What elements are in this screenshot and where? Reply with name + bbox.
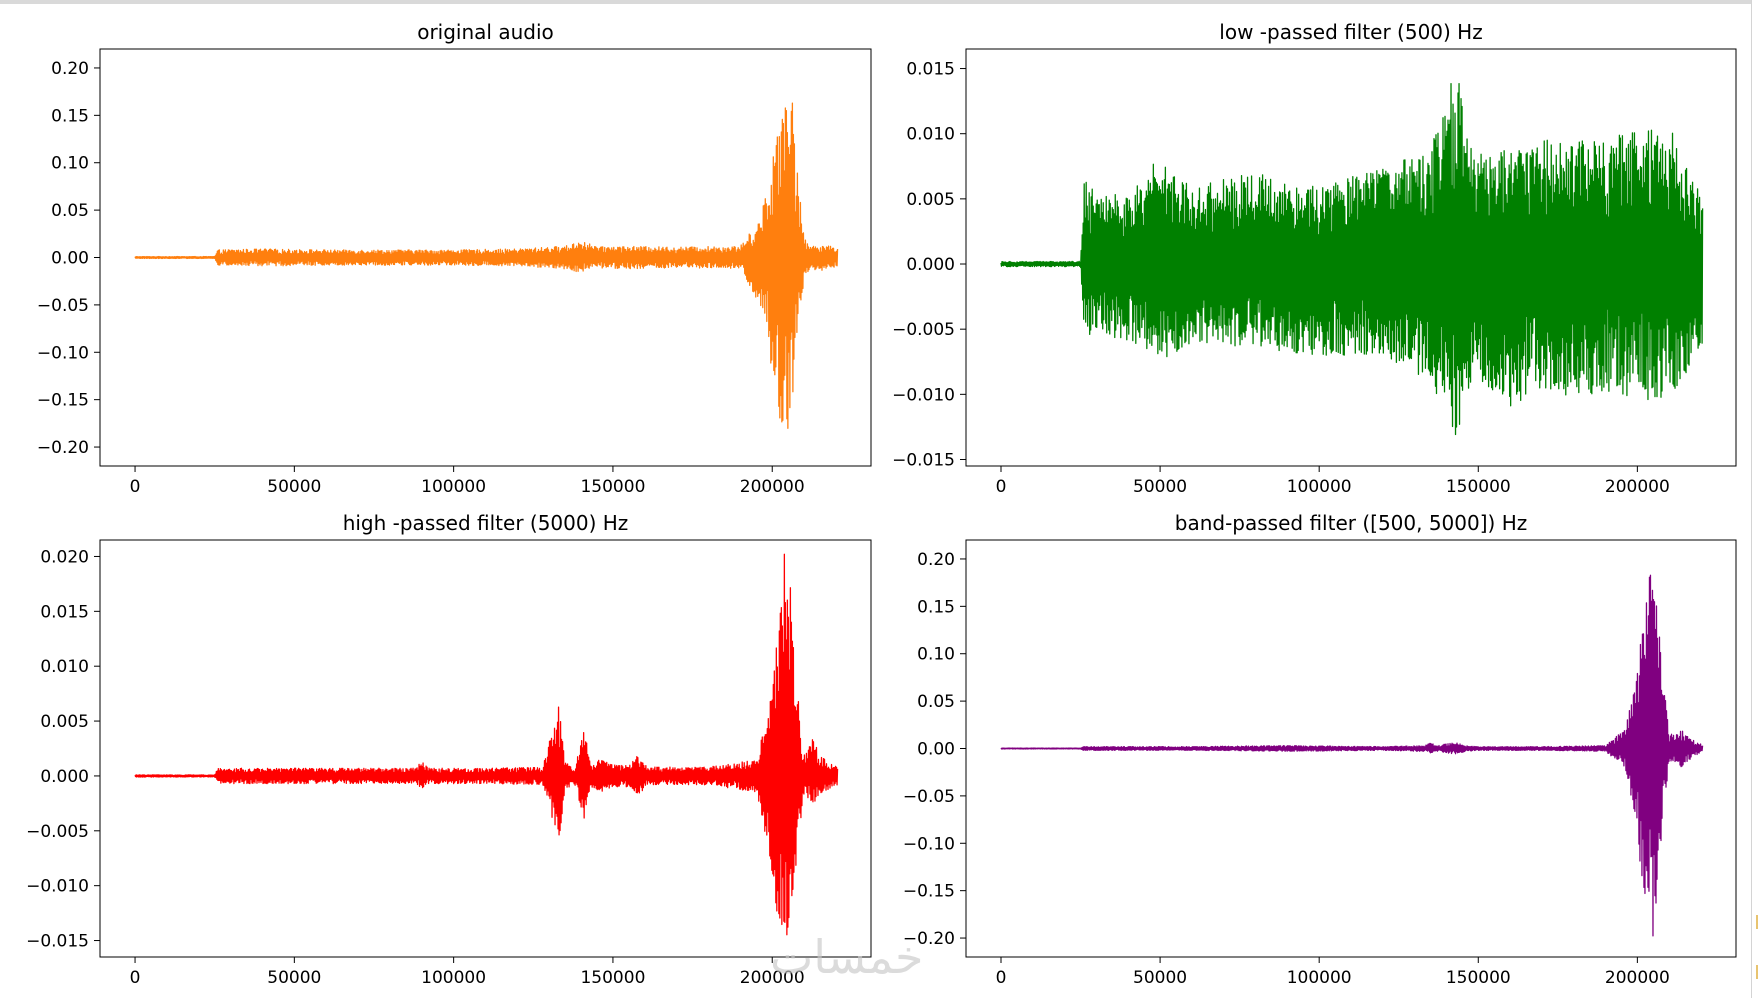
waveform-line: [134, 553, 839, 936]
chart-title: original audio: [417, 20, 554, 44]
x-tick-label: 150000: [580, 477, 645, 497]
x-tick-label: 200000: [740, 968, 805, 988]
x-tick-label: 100000: [421, 477, 486, 497]
y-tick-label: −0.20: [37, 438, 89, 458]
subplot-3: high -passed filter (5000) Hz 0 50000 10000…: [26, 511, 872, 988]
y-tick-label: −0.005: [892, 320, 955, 340]
x-tick-label: 0: [130, 968, 141, 988]
chart-title: high -passed filter (5000) Hz: [343, 511, 629, 535]
x-tick-label: 200000: [1605, 477, 1670, 497]
top-border: [0, 0, 1763, 4]
y-tick-label: 0.005: [906, 190, 955, 210]
y-tick-label: 0.005: [40, 712, 89, 732]
waveform-line: [1000, 574, 1704, 937]
x-tick-label: 150000: [580, 968, 645, 988]
y-tick-label: 0.10: [51, 154, 89, 174]
y-tick-label: −0.010: [26, 877, 89, 897]
edge-marker: [1756, 915, 1758, 929]
y-tick-label: 0.015: [40, 602, 89, 622]
y-tick-label: −0.015: [26, 932, 89, 952]
edge-marker: [1756, 965, 1758, 979]
y-tick-label: −0.015: [892, 450, 955, 470]
y-tick-label: −0.15: [903, 882, 955, 902]
chart-title: band-passed filter ([500, 5000]) Hz: [1175, 511, 1527, 535]
y-tick-label: −0.05: [37, 296, 89, 316]
y-tick-label: 0.15: [51, 106, 89, 126]
y-tick-label: 0.20: [917, 550, 955, 570]
y-tick-label: −0.005: [26, 822, 89, 842]
y-tick-label: 0.00: [51, 249, 89, 269]
y-tick-label: −0.10: [903, 834, 955, 854]
y-tick-label: −0.010: [892, 385, 955, 405]
x-tick-label: 0: [996, 968, 1007, 988]
x-tick-label: 0: [130, 477, 141, 497]
x-tick-label: 0: [996, 477, 1007, 497]
axes-frame: [99, 539, 872, 958]
waveform-line: [1000, 82, 1704, 436]
y-tick-label: 0.20: [51, 59, 89, 79]
axes-frame: [965, 48, 1737, 467]
y-tick-label: −0.15: [37, 391, 89, 411]
watermark-logo: خمسات: [770, 930, 924, 984]
x-tick-label: 150000: [1446, 968, 1511, 988]
x-tick-label: 50000: [267, 968, 321, 988]
subplot-2: low -passed filter (500) Hz 0 50000 100000 1…: [892, 20, 1737, 497]
x-tick-label: 100000: [421, 968, 486, 988]
chart-title: low -passed filter (500) Hz: [1219, 20, 1482, 44]
x-tick-label: 150000: [1446, 477, 1511, 497]
y-tick-label: 0.000: [906, 255, 955, 275]
x-tick-label: 100000: [1287, 477, 1352, 497]
waveform-line: [134, 102, 839, 429]
x-tick-label: 50000: [1133, 968, 1187, 988]
y-tick-label: 0.15: [917, 597, 955, 617]
y-tick-label: 0.000: [40, 767, 89, 787]
y-tick-label: 0.05: [51, 201, 89, 221]
y-tick-label: 0.010: [906, 125, 955, 145]
y-tick-label: 0.00: [917, 740, 955, 760]
x-tick-label: 100000: [1287, 968, 1352, 988]
window-edge: [1751, 0, 1763, 998]
y-tick-label: −0.05: [903, 787, 955, 807]
subplot-4: band-passed filter ([500, 5000]) Hz 0 5000…: [903, 511, 1737, 988]
x-tick-label: 50000: [267, 477, 321, 497]
y-tick-label: 0.010: [40, 657, 89, 677]
y-tick-label: −0.10: [37, 343, 89, 363]
y-tick-label: −0.20: [903, 929, 955, 949]
y-tick-label: 0.020: [40, 547, 89, 567]
subplot-1: original audio 0 50000 100000 150000 200000 −0…: [37, 20, 872, 497]
y-tick-label: 0.05: [917, 692, 955, 712]
x-tick-label: 200000: [1605, 968, 1670, 988]
y-tick-label: 0.10: [917, 645, 955, 665]
y-tick-label: 0.015: [906, 60, 955, 80]
x-tick-label: 200000: [740, 477, 805, 497]
x-tick-label: 50000: [1133, 477, 1187, 497]
